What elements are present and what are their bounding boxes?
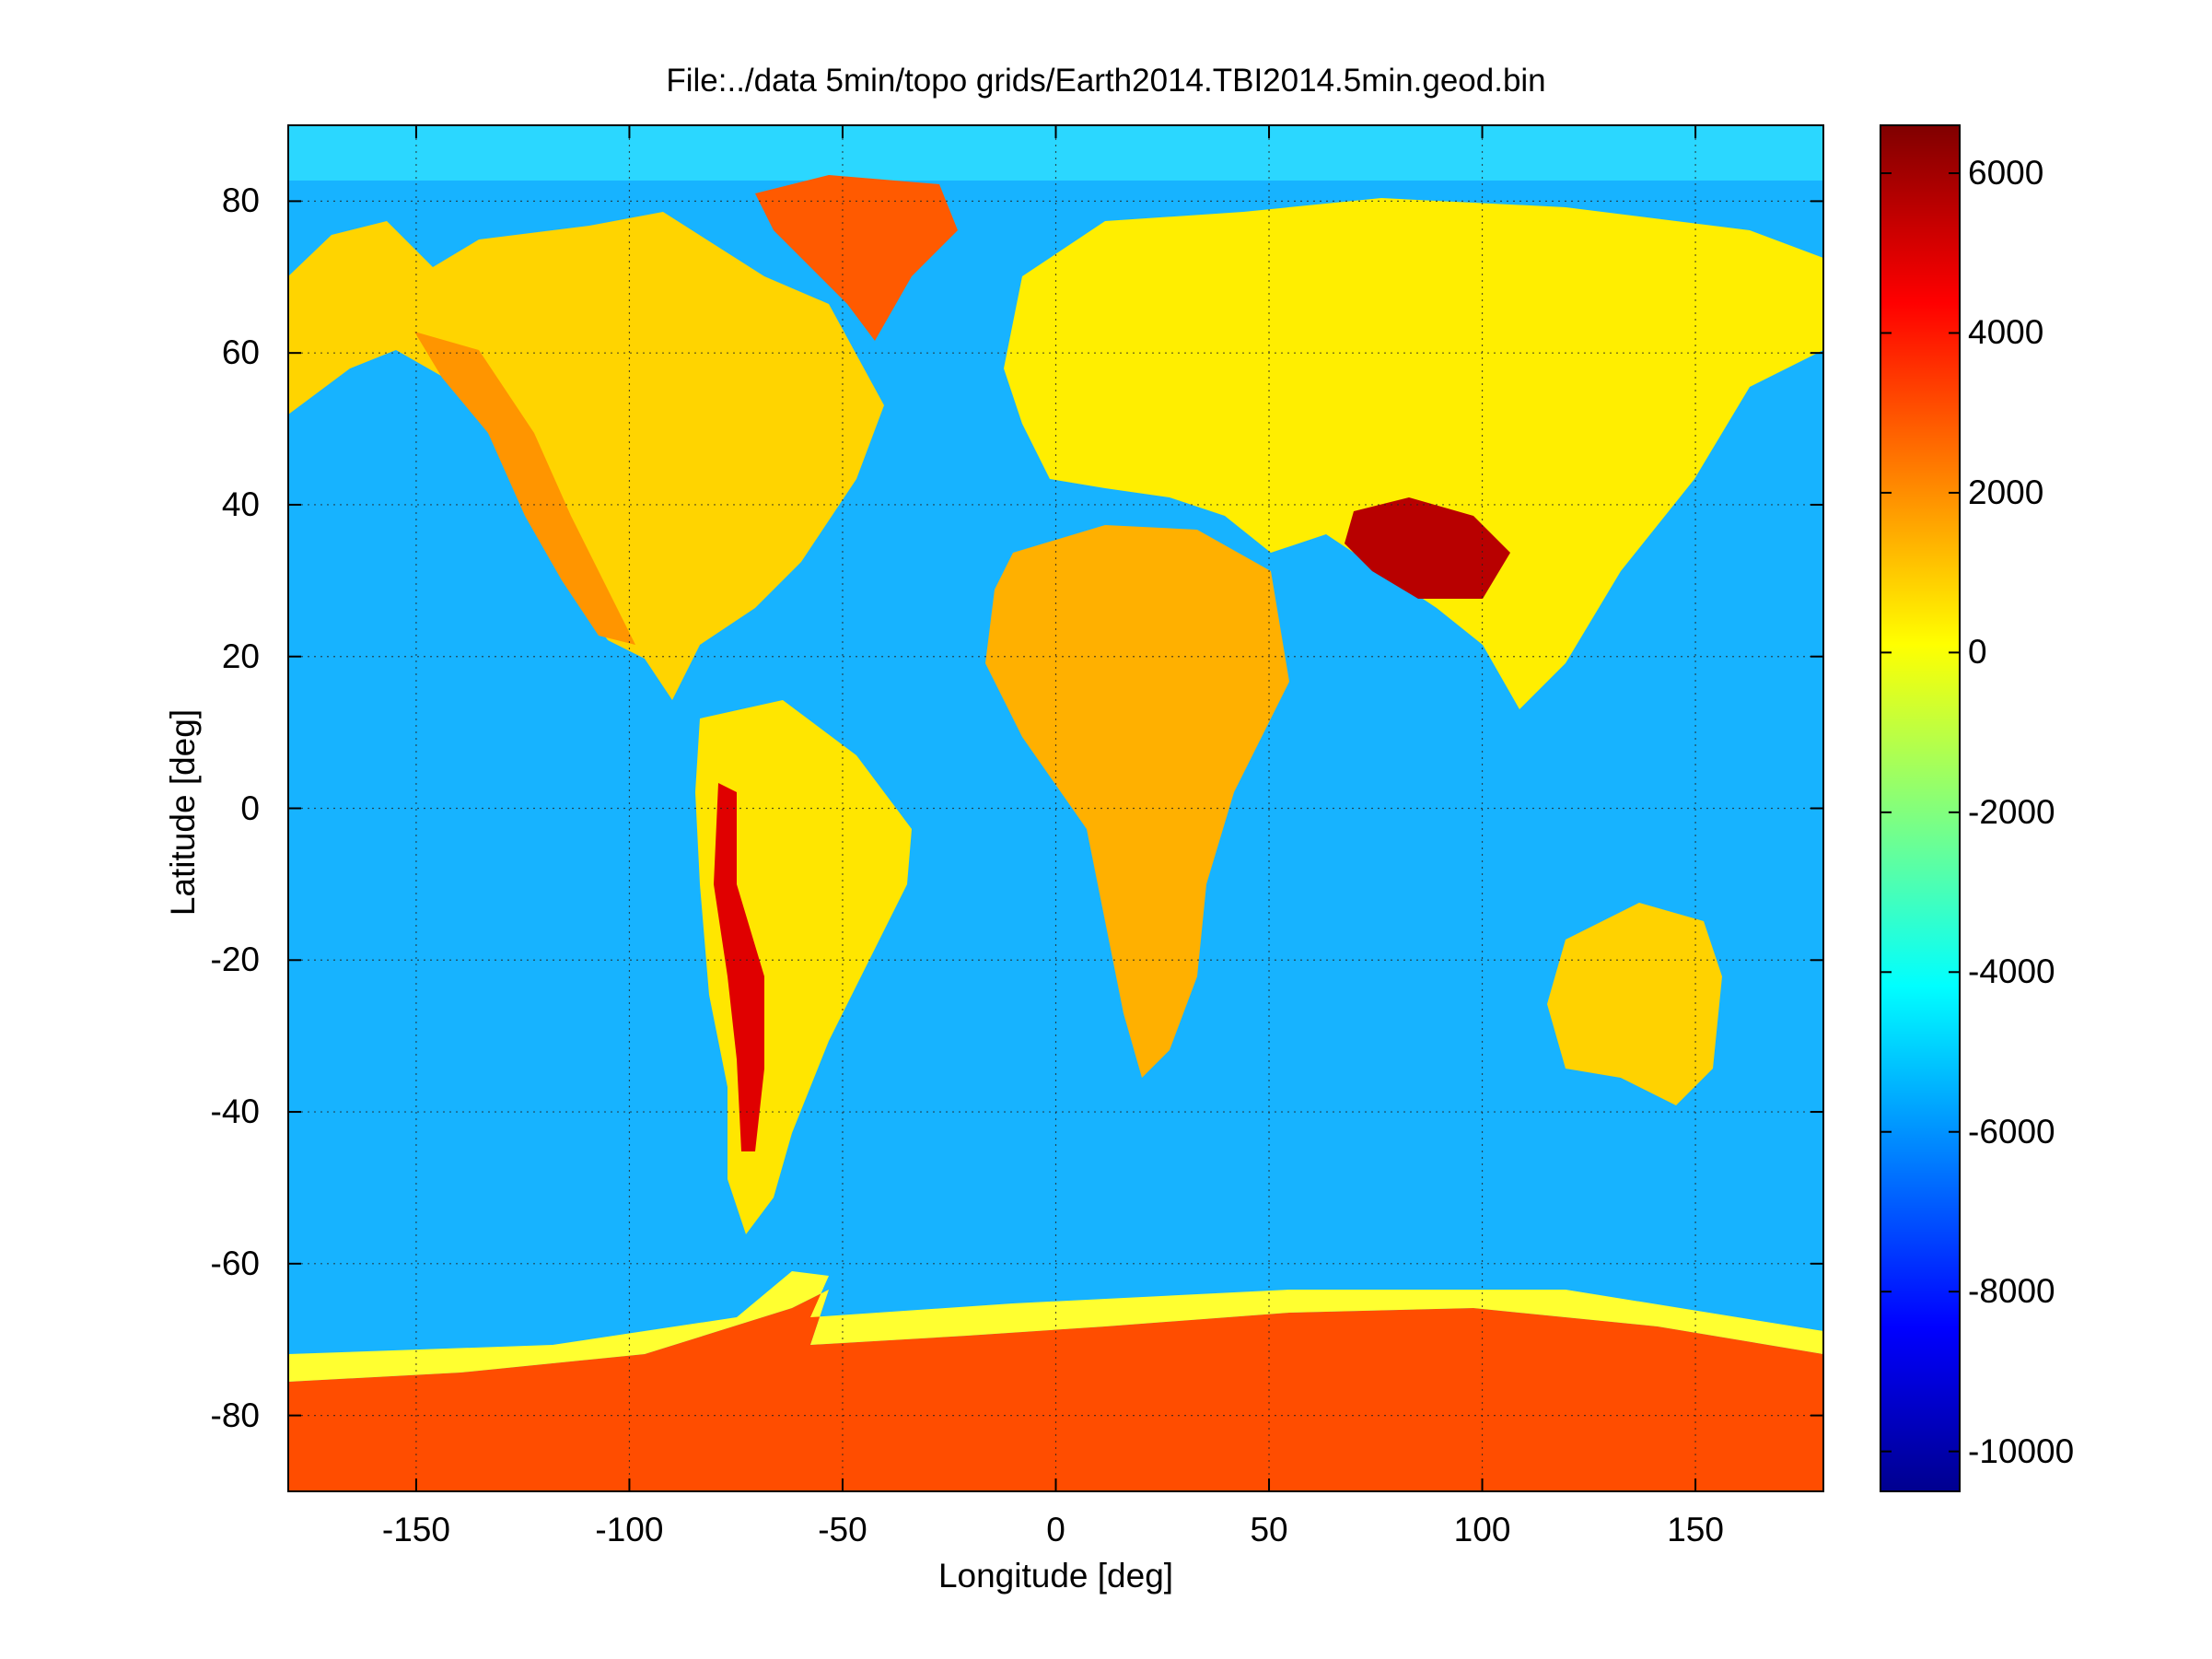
y-tick-label: 40 [221,485,260,523]
tick-marks [288,125,1823,1491]
y-axis-label: Latitude [deg] [164,708,202,917]
colorbar [1880,125,1960,1491]
colorbar-tick-label: 6000 [1968,154,2044,193]
colorbar-tick-label: -6000 [1968,1112,2055,1151]
x-tick-label: 50 [1250,1511,1288,1548]
chart-title: File:../data 5min/topo grids/Earth2014.T… [666,63,1546,99]
andes-region [714,783,764,1151]
y-tick-label: -60 [210,1244,260,1282]
x-tick-label: 0 [1046,1511,1065,1548]
y-tick-label: 80 [221,181,260,220]
colorbar-tick-label: -2000 [1968,792,2055,831]
y-tick-label: -20 [210,940,260,979]
colorbar-ticks [1880,172,1960,1453]
greenland-region [755,175,958,341]
grid-lines [288,125,1823,1491]
eurasia-region [1004,198,1823,709]
plot-frame [287,124,1824,1492]
y-tick-label: 0 [240,789,260,827]
colorbar-tick-label: 0 [1968,633,1987,672]
x-tick-label: 100 [1453,1511,1511,1548]
colorbar-tick-label: 2000 [1968,473,2044,511]
x-tick-label: 150 [1667,1511,1724,1548]
australia-region [1547,903,1722,1105]
y-tick-label: 60 [221,333,260,372]
north-america-region [288,212,884,700]
colorbar-tick-label: -4000 [1968,952,2055,991]
rockies-region [414,332,635,645]
y-tick-label: -40 [210,1092,260,1131]
africa-region [985,525,1289,1078]
x-tick-label: -100 [595,1511,664,1548]
x-axis-label: Longitude [deg] [937,1557,1174,1595]
colorbar-tick-label: -8000 [1968,1272,2055,1311]
colorbar-tick-label: -10000 [1968,1431,2075,1470]
y-tick-label: 20 [221,637,260,675]
tibet-region [1345,497,1510,599]
y-tick-label: -80 [210,1396,260,1434]
x-tick-label: -150 [381,1511,450,1548]
x-tick-label: -50 [818,1511,867,1548]
colorbar-tick-label: 4000 [1968,313,2044,352]
colorbar-frame [1880,124,1961,1492]
